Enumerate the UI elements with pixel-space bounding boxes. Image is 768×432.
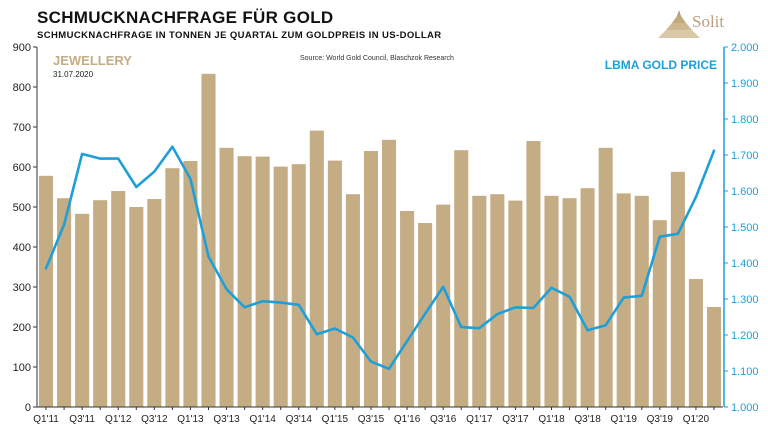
bar-series <box>38 73 722 408</box>
bar <box>237 156 252 407</box>
right-tick-label: 1.200 <box>731 330 759 342</box>
bar <box>363 151 379 407</box>
right-tick-label: 1.100 <box>731 366 759 378</box>
right-axis: 1.000 1.100 1.200 1.300 1.400 1.500 1.600 1.700… <box>723 42 759 414</box>
x-tick-label: Q1'12 <box>105 414 132 425</box>
x-tick-label: Q3'14 <box>286 414 313 425</box>
right-tick-label: 1.400 <box>731 258 759 270</box>
x-tick-label: Q3'17 <box>502 414 529 425</box>
bar <box>165 168 180 407</box>
bar <box>345 194 360 407</box>
x-tick-label: Q1'19 <box>611 414 638 425</box>
x-tick-label: Q1'14 <box>249 414 276 425</box>
bar <box>201 73 216 408</box>
x-tick-label: Q1'11 <box>33 414 59 425</box>
bar <box>327 160 342 407</box>
bar <box>291 164 306 407</box>
right-tick-label: 1.000 <box>731 402 759 414</box>
x-tick-label: Q1'13 <box>177 414 204 425</box>
line-series <box>44 145 716 371</box>
right-tick-label: 1.800 <box>731 114 759 126</box>
right-tick-label: 1.700 <box>731 150 759 162</box>
bar <box>526 141 541 407</box>
x-tick-label: Q3'19 <box>647 414 674 425</box>
left-tick-label: 200 <box>13 322 31 334</box>
x-tick-label: Q1'16 <box>394 414 421 425</box>
right-tick-label: 1.900 <box>731 78 759 90</box>
date-label: 31.07.2020 <box>53 70 94 79</box>
bar <box>706 307 722 407</box>
x-tick-label: Q3'13 <box>213 414 240 425</box>
logo-text: Solit <box>692 12 725 31</box>
left-tick-label: 800 <box>13 82 31 94</box>
x-tick-label: Q1'20 <box>683 414 710 425</box>
bar <box>562 198 577 407</box>
bar <box>472 195 487 407</box>
bar <box>634 195 649 407</box>
x-tick-label: Q1'17 <box>466 414 493 425</box>
left-tick-label: 300 <box>13 282 31 294</box>
right-tick-label: 1.600 <box>731 186 759 198</box>
bar <box>111 191 126 407</box>
left-tick-label: 600 <box>13 162 31 174</box>
x-tick-label: Q3'16 <box>430 414 457 425</box>
left-tick-label: 0 <box>25 402 31 414</box>
left-tick-label: 400 <box>13 242 31 254</box>
chart-subtitle: SCHMUCKNACHFRAGE IN TONNEN JE QUARTAL ZU… <box>37 30 442 41</box>
bar <box>400 211 415 407</box>
bar <box>381 139 397 408</box>
bar <box>147 199 162 407</box>
bar <box>454 150 469 407</box>
gold-price-line <box>44 145 716 371</box>
bar <box>616 193 631 407</box>
bar <box>309 130 324 407</box>
solit-logo-icon <box>658 10 700 38</box>
bar <box>490 194 505 407</box>
bar <box>652 220 667 407</box>
bar <box>688 279 703 407</box>
source-label: Source: World Gold Council, Blaschzok Re… <box>300 55 454 62</box>
bar <box>598 147 613 408</box>
bar <box>57 198 72 407</box>
x-tick-label: Q3'15 <box>358 414 385 425</box>
bar <box>75 213 90 407</box>
left-axis: 0 100 200 300 400 500 600 700 800 900 <box>13 42 38 414</box>
right-tick-label: 1.500 <box>731 222 759 234</box>
bar <box>129 207 144 407</box>
legend-jewellery: JEWELLERY <box>53 53 132 68</box>
right-tick-label: 2.000 <box>731 42 759 54</box>
left-tick-label: 500 <box>13 202 31 214</box>
x-tick-label: Q1'15 <box>322 414 349 425</box>
x-tick-label: Q3'11 <box>69 414 95 425</box>
x-tick-label: Q1'18 <box>538 414 565 425</box>
bar <box>273 166 288 407</box>
bar <box>219 147 234 408</box>
x-tick-label: Q3'12 <box>141 414 168 425</box>
x-tick-label: Q3'18 <box>574 414 601 425</box>
bar <box>544 195 559 407</box>
chart-title: SCHMUCKNACHFRAGE FÜR GOLD <box>37 8 334 27</box>
bar <box>38 175 54 407</box>
bar <box>670 171 685 407</box>
bar <box>183 161 198 407</box>
left-tick-label: 100 <box>13 362 31 374</box>
bar <box>93 200 108 407</box>
bar <box>580 188 595 407</box>
x-axis: Q1'11 Q3'11 Q1'12 Q3'12 Q1'13 Q3'13 Q1'14 Q3'14… <box>33 406 723 425</box>
bar <box>436 204 451 407</box>
bar <box>508 200 523 407</box>
bar <box>255 156 270 407</box>
legend-lbma-gold-price: LBMA GOLD PRICE <box>605 58 717 72</box>
left-tick-label: 900 <box>13 42 31 54</box>
left-tick-label: 700 <box>13 122 31 134</box>
right-tick-label: 1.300 <box>731 294 759 306</box>
